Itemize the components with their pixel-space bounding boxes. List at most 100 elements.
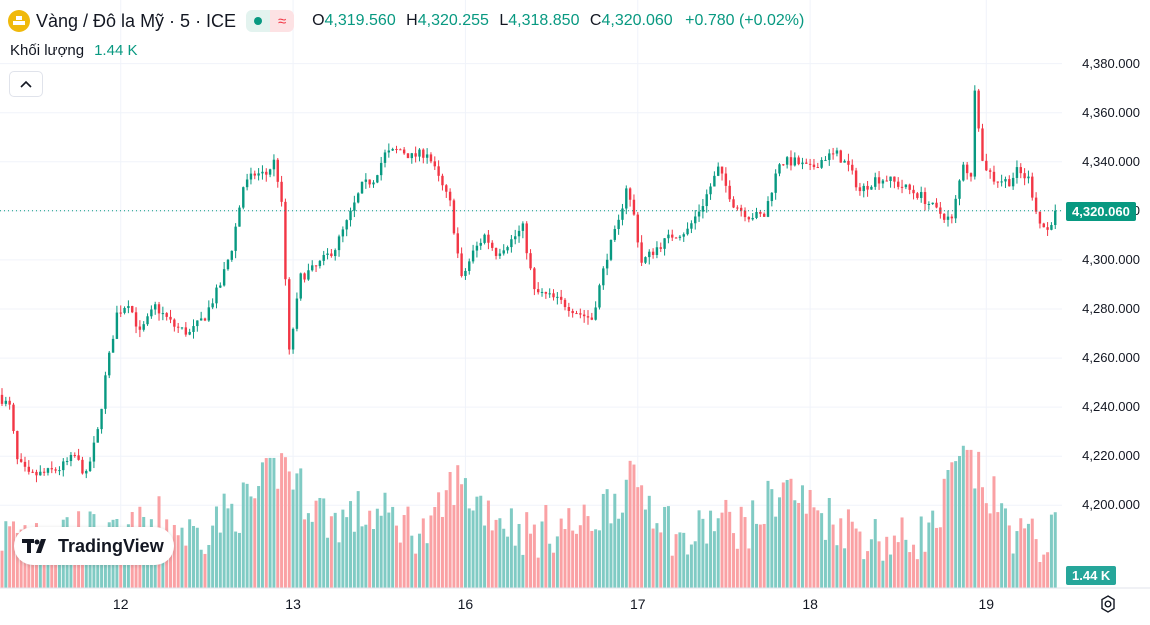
candle-body — [636, 214, 639, 243]
candle-body — [1000, 181, 1003, 183]
volume-bar — [866, 551, 870, 588]
candle-body — [180, 327, 184, 329]
status-pill[interactable]: ≈ — [246, 10, 295, 32]
candle-body — [307, 270, 310, 280]
volume-bar — [11, 521, 15, 588]
candle-body — [35, 471, 38, 476]
candle-body — [422, 149, 425, 158]
volume-bar — [1042, 554, 1046, 588]
collapse-legend-button[interactable] — [9, 71, 43, 97]
candle-body — [452, 200, 456, 234]
candle-body — [303, 273, 306, 280]
volume-bar — [889, 554, 893, 588]
volume-bar — [1007, 525, 1011, 588]
volume-bar — [421, 518, 425, 588]
volume-bar — [521, 554, 525, 588]
candle-body — [85, 470, 88, 474]
volume-bar — [211, 525, 215, 588]
candle-body — [161, 313, 165, 315]
candle-body — [954, 198, 957, 219]
volume-bar — [977, 451, 981, 588]
candle-body — [590, 317, 594, 320]
candle-body — [605, 259, 609, 269]
volume-bar — [456, 465, 460, 588]
candle-body — [491, 242, 494, 248]
candle-body — [694, 216, 697, 224]
candle-body — [621, 208, 624, 220]
candle-body — [885, 180, 888, 182]
candle-body — [326, 253, 329, 255]
volume-bar — [544, 505, 548, 588]
volume-bar — [96, 550, 100, 588]
candle-body — [824, 159, 827, 161]
candle-body — [812, 164, 816, 168]
volume-bar — [287, 471, 291, 588]
volume-bar — [728, 511, 732, 588]
volume-bar — [862, 559, 866, 588]
candle-body — [460, 253, 463, 276]
candle-body — [537, 289, 540, 293]
volume-bar — [494, 519, 498, 588]
candle-body — [234, 226, 237, 251]
volume-legend: Khối lượng 1.44 K — [10, 42, 137, 59]
volume-bar — [961, 445, 965, 588]
volume-bar — [877, 541, 881, 588]
candle-body — [521, 223, 525, 231]
volume-bar — [452, 505, 456, 588]
tradingview-logo[interactable]: TradingView — [14, 527, 174, 565]
candle-body — [1023, 173, 1026, 179]
candle-body — [843, 160, 846, 163]
candle-body — [230, 250, 233, 260]
volume-bar — [276, 488, 280, 588]
settings-gear-button[interactable] — [1097, 593, 1119, 615]
volume-bar — [272, 457, 276, 588]
time-tick-label: 17 — [629, 596, 646, 612]
volume-bar — [571, 530, 575, 588]
candle-body — [946, 216, 950, 220]
volume-bar — [50, 543, 54, 588]
volume-bar — [218, 532, 222, 588]
price-tick-label: 4,360.000 — [1082, 104, 1140, 120]
symbol-title[interactable]: Vàng / Đô la Mỹ · 5 · ICE — [36, 10, 237, 31]
volume-bar — [973, 488, 977, 588]
volume-bar — [368, 510, 372, 588]
candle-body — [376, 175, 379, 183]
candle-body — [39, 471, 42, 476]
candle-body — [399, 149, 402, 151]
volume-bar — [440, 516, 444, 588]
volume-bar — [555, 536, 559, 588]
candle-body — [115, 312, 119, 339]
candle-body — [372, 182, 375, 185]
volume-bar — [601, 493, 605, 588]
candle-body — [705, 194, 708, 207]
volume-bar — [739, 506, 743, 588]
candle-body — [950, 216, 954, 219]
volume-bar — [283, 457, 287, 588]
volume-bar — [774, 516, 778, 588]
volume-bar — [509, 508, 513, 588]
candle-body — [1011, 177, 1015, 187]
price-tick-label: 4,340.000 — [1082, 153, 1140, 169]
candle-body — [632, 199, 636, 215]
volume-bar — [299, 468, 303, 588]
volume-bar — [946, 470, 950, 588]
volume-bar — [506, 536, 510, 588]
candle-body — [816, 167, 819, 169]
candle-body — [150, 309, 153, 317]
volume-bar — [513, 545, 517, 588]
candle-body — [920, 192, 923, 198]
candle-body — [196, 320, 199, 327]
candle-body — [146, 316, 149, 325]
candle-body — [866, 185, 869, 190]
candle-body — [808, 163, 812, 165]
candle-body — [456, 233, 459, 254]
candle-body — [364, 179, 368, 182]
volume-bar — [858, 531, 862, 588]
candle-body — [720, 166, 724, 174]
volume-bar — [184, 545, 188, 588]
candle-body — [157, 304, 161, 314]
volume-bar — [980, 487, 984, 588]
volume-bar — [666, 506, 670, 588]
candle-body — [356, 193, 360, 203]
